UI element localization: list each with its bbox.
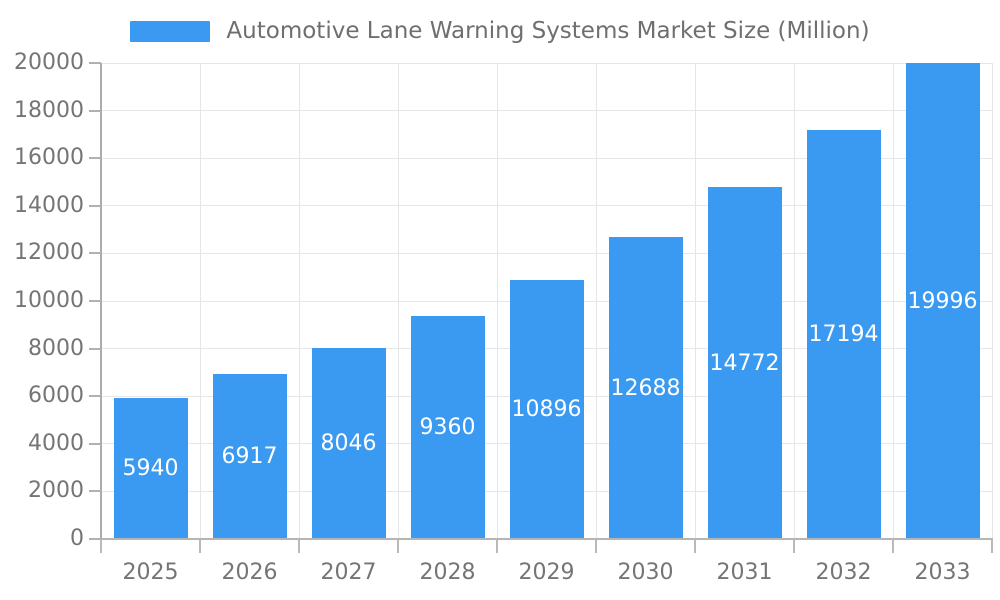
bar-2026[interactable]: 6917 xyxy=(212,374,287,539)
v-gridline xyxy=(199,63,201,539)
x-axis-tick xyxy=(595,539,597,553)
bar-value-label: 10896 xyxy=(511,396,582,422)
v-gridline xyxy=(397,63,399,539)
x-axis-category-label: 2031 xyxy=(716,560,773,585)
y-axis-tick xyxy=(89,252,101,255)
x-axis-category-label: 2028 xyxy=(419,560,476,585)
v-gridline xyxy=(892,63,894,539)
y-axis-tick-label: 10000 xyxy=(14,288,84,313)
x-axis-tick xyxy=(100,539,102,553)
y-axis-tick-label: 14000 xyxy=(14,192,84,218)
bar-2029[interactable]: 10896 xyxy=(509,279,584,539)
y-axis-tick-label: 2000 xyxy=(28,478,84,504)
y-axis-tick xyxy=(89,204,101,207)
x-axis-category-label: 2025 xyxy=(122,560,179,585)
bar-2025[interactable]: 5940 xyxy=(113,397,188,539)
x-axis-tick xyxy=(793,539,795,553)
x-axis-tick xyxy=(496,539,498,553)
h-gridline xyxy=(101,110,992,112)
x-axis-line xyxy=(89,538,993,540)
bar-2032[interactable]: 17194 xyxy=(806,129,881,539)
legend-label: Automotive Lane Warning Systems Market S… xyxy=(226,18,870,44)
y-axis-tick-label: 12000 xyxy=(14,240,84,266)
y-axis-tick xyxy=(89,300,101,302)
h-gridline xyxy=(101,205,992,207)
v-gridline xyxy=(496,63,498,539)
x-axis-category-label: 2030 xyxy=(617,560,674,585)
y-axis-tick-label: 6000 xyxy=(28,383,84,409)
x-axis-tick xyxy=(991,539,993,553)
x-axis-tick xyxy=(298,539,300,553)
x-axis-category-label: 2027 xyxy=(320,560,377,585)
legend[interactable]: Automotive Lane Warning Systems Market S… xyxy=(0,18,1000,44)
bar-2030[interactable]: 12688 xyxy=(608,237,683,539)
bar-value-label: 17194 xyxy=(808,321,879,347)
x-axis-tick xyxy=(199,539,201,553)
bar-value-label: 19996 xyxy=(907,288,978,314)
v-gridline xyxy=(793,63,795,539)
legend-swatch xyxy=(130,20,211,42)
bar-value-label: 5940 xyxy=(122,455,179,481)
y-axis-tick xyxy=(89,395,101,398)
y-axis-line xyxy=(100,63,102,540)
y-axis-tick-label: 16000 xyxy=(14,145,84,171)
x-axis-category-label: 2026 xyxy=(221,560,278,585)
v-gridline xyxy=(595,63,597,539)
x-axis-tick xyxy=(694,539,696,553)
y-axis-tick-label: 18000 xyxy=(14,97,84,123)
x-axis-tick xyxy=(397,539,399,553)
y-axis-tick-label: 0 xyxy=(70,526,84,551)
bar-2027[interactable]: 8046 xyxy=(311,347,386,539)
y-axis-tick-label: 4000 xyxy=(28,430,84,456)
y-axis-tick xyxy=(89,347,101,350)
y-axis-tick xyxy=(89,490,101,493)
bar-value-label: 6917 xyxy=(221,444,278,470)
h-gridline xyxy=(101,252,992,254)
y-axis-tick-label: 20000 xyxy=(14,50,84,75)
y-axis-tick xyxy=(89,538,101,540)
x-axis-category-label: 2029 xyxy=(518,560,575,585)
x-axis-category-label: 2032 xyxy=(815,560,872,585)
bar-value-label: 9360 xyxy=(419,415,476,441)
y-axis-tick xyxy=(89,157,101,160)
x-axis-tick xyxy=(892,539,894,553)
v-gridline xyxy=(298,63,300,539)
bar-2031[interactable]: 14772 xyxy=(707,187,782,539)
h-gridline xyxy=(101,62,992,64)
y-axis-tick-label: 8000 xyxy=(28,335,84,361)
h-gridline xyxy=(101,157,992,159)
bar-value-label: 12688 xyxy=(610,375,681,401)
y-axis-tick xyxy=(89,109,101,112)
x-axis-category-label: 2033 xyxy=(914,560,971,585)
bar-2033[interactable]: 19996 xyxy=(905,63,980,539)
bar-2028[interactable]: 9360 xyxy=(410,316,485,539)
y-axis-tick xyxy=(89,442,101,445)
bar-value-label: 14772 xyxy=(709,350,780,376)
v-gridline xyxy=(991,63,993,539)
v-gridline xyxy=(694,63,696,539)
bar-value-label: 8046 xyxy=(320,430,377,456)
y-axis-tick xyxy=(89,62,101,64)
